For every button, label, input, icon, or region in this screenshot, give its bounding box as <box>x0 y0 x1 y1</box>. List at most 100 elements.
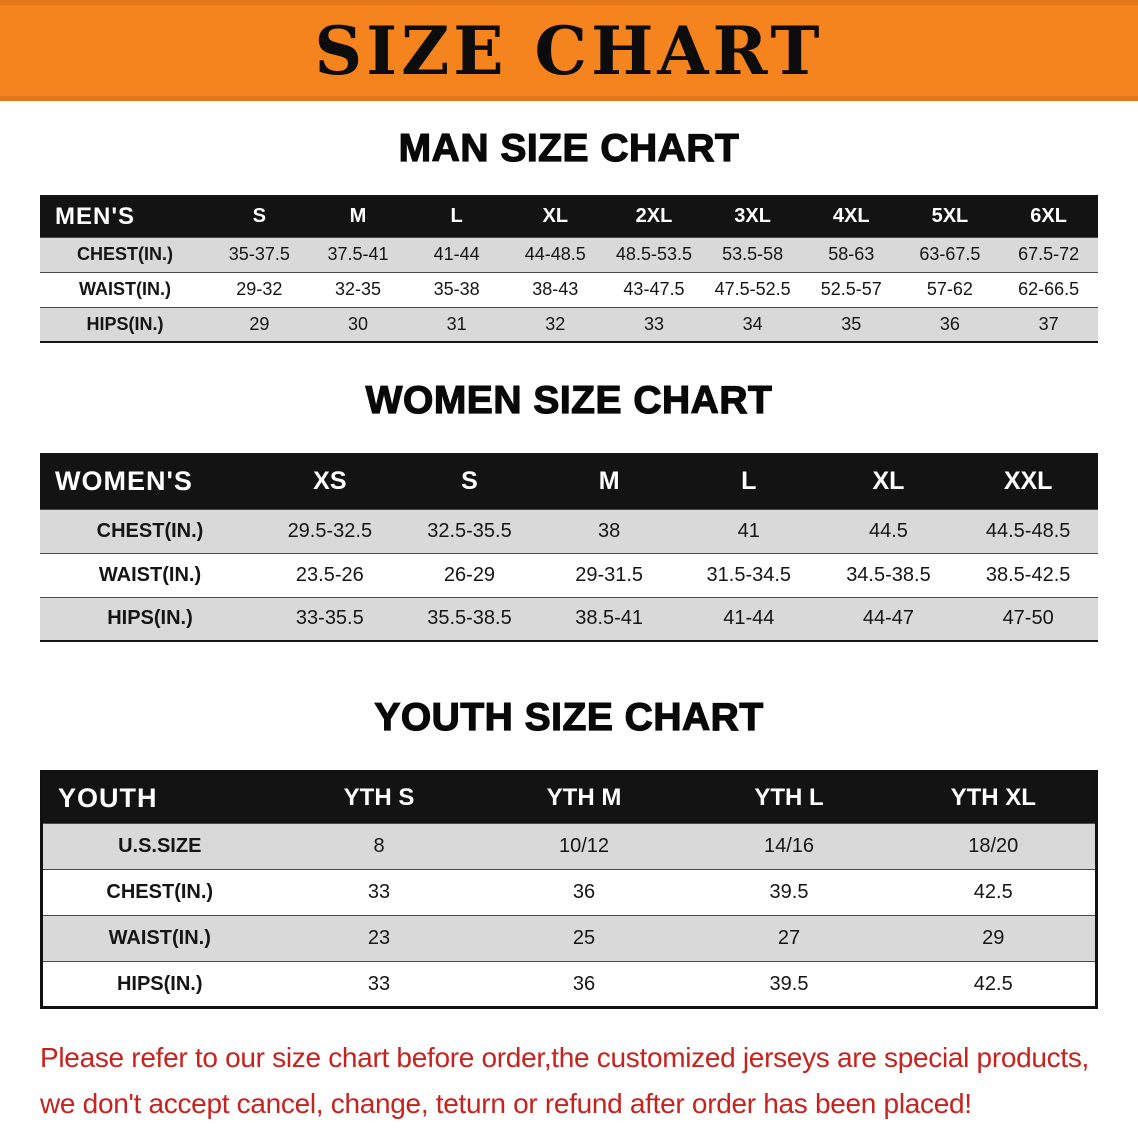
measurement-value: 36 <box>481 869 687 916</box>
measurement-value: 67.5-72 <box>999 236 1098 272</box>
measurement-row: WAIST(IN.) 23 25 27 29 <box>41 915 1097 962</box>
size-column-header: YTH XL <box>891 771 1097 824</box>
measurement-value: 38.5-41 <box>539 596 679 641</box>
measurement-value: 44-48.5 <box>505 236 605 272</box>
size-column-header: XXL <box>958 454 1098 509</box>
row-label: HIPS(IN.) <box>40 596 260 641</box>
measurement-value: 36 <box>900 306 1000 342</box>
banner-title: SIZE CHART <box>314 11 824 90</box>
measurement-value: 10/12 <box>481 823 687 870</box>
measurement-row: CHEST(IN.) 29.5-32.5 32.5-35.5 38 41 44.5 44.5… <box>40 508 1098 553</box>
measurement-value: 43-47.5 <box>604 271 704 307</box>
measurement-row: U.S.SIZE 8 10/12 14/16 18/20 <box>41 823 1097 870</box>
size-column-header: YTH M <box>481 771 687 824</box>
disclaimer: Please refer to our size chart before or… <box>40 1035 1138 1127</box>
measurement-value: 47-50 <box>958 596 1098 641</box>
size-column-header: YTH L <box>686 771 892 824</box>
measurement-value: 29 <box>891 915 1097 962</box>
measurement-row: HIPS(IN.) 33 36 39.5 42.5 <box>41 961 1097 1008</box>
measurement-value: 57-62 <box>900 271 1000 307</box>
measurement-row: HIPS(IN.) 29 30 31 32 33 34 35 36 37 <box>40 306 1098 342</box>
measurement-value: 39.5 <box>686 869 892 916</box>
size-column-header: XL <box>505 196 605 237</box>
measurement-row: WAIST(IN.) 29-32 32-35 35-38 38-43 43-47.5 47.… <box>40 271 1098 307</box>
measurement-value: 32 <box>505 306 605 342</box>
measurement-value: 29-32 <box>210 271 309 307</box>
measurement-value: 39.5 <box>686 961 892 1008</box>
measurement-value: 44.5-48.5 <box>958 508 1098 553</box>
table-women: WOMEN'S XS S M L XL XXL CHEST(IN.) 29.5-32.5 32.5… <box>40 453 1098 642</box>
measurement-value: 42.5 <box>891 869 1097 916</box>
measurement-value: 52.5-57 <box>801 271 901 307</box>
measurement-value: 53.5-58 <box>703 236 802 272</box>
measurement-value: 23.5-26 <box>260 552 400 597</box>
row-label: WAIST(IN.) <box>40 271 210 307</box>
size-column-header: XS <box>260 454 400 509</box>
measurement-value: 30 <box>308 306 408 342</box>
measurement-value: 41 <box>678 508 819 553</box>
measurement-value: 38.5-42.5 <box>958 552 1098 597</box>
size-chart-banner: SIZE CHART <box>0 0 1138 101</box>
measurement-value: 29.5-32.5 <box>260 508 400 553</box>
row-label: HIPS(IN.) <box>40 306 210 342</box>
measurement-value: 27 <box>686 915 892 962</box>
measurement-value: 37 <box>999 306 1098 342</box>
size-chart-sections: MAN SIZE CHART MEN'S S M L XL 2XL 3XL 4XL 5XL 6XL C… <box>0 126 1138 1009</box>
measurement-value: 48.5-53.5 <box>604 236 704 272</box>
size-column-header: M <box>539 454 679 509</box>
size-column-header: 3XL <box>703 196 802 237</box>
measurement-value: 34 <box>703 306 802 342</box>
size-column-header: 6XL <box>999 196 1098 237</box>
header-row-women: WOMEN'S XS S M L XL XXL <box>40 454 1098 509</box>
size-column-header: S <box>210 196 309 237</box>
size-column-header: 5XL <box>900 196 1000 237</box>
row-label: U.S.SIZE <box>41 823 277 870</box>
measurement-row: CHEST(IN.) 33 36 39.5 42.5 <box>41 869 1097 916</box>
measurement-value: 32.5-35.5 <box>399 508 540 553</box>
table-men: MEN'S S M L XL 2XL 3XL 4XL 5XL 6XL CHEST(IN.) 35-37… <box>40 195 1098 343</box>
header-row-youth: YOUTH YTH S YTH M YTH L YTH XL <box>41 771 1097 824</box>
section-men: MAN SIZE CHART MEN'S S M L XL 2XL 3XL 4XL 5XL 6XL C… <box>0 126 1138 343</box>
measurement-value: 38-43 <box>505 271 605 307</box>
measurement-value: 41-44 <box>678 596 819 641</box>
size-column-header: L <box>678 454 819 509</box>
measurement-value: 44-47 <box>818 596 959 641</box>
size-column-header: XL <box>818 454 959 509</box>
measurement-value: 41-44 <box>407 236 506 272</box>
measurement-value: 18/20 <box>891 823 1097 870</box>
row-label: HIPS(IN.) <box>41 961 277 1008</box>
heading-women: WOMEN SIZE CHART <box>365 378 773 422</box>
measurement-value: 35-37.5 <box>210 236 309 272</box>
measurement-value: 32-35 <box>308 271 408 307</box>
row-label: CHEST(IN.) <box>40 236 210 272</box>
table-youth: YOUTH YTH S YTH M YTH L YTH XL U.S.SIZE 8 10/12… <box>40 770 1098 1009</box>
measurement-value: 14/16 <box>686 823 892 870</box>
measurement-row: WAIST(IN.) 23.5-26 26-29 29-31.5 31.5-34.5 34… <box>40 552 1098 597</box>
measurement-value: 42.5 <box>891 961 1097 1008</box>
size-column-header: 2XL <box>604 196 704 237</box>
section-youth: YOUTH SIZE CHART YOUTH YTH S YTH M YTH L YTH … <box>0 695 1138 1009</box>
measurement-value: 33 <box>604 306 704 342</box>
measurement-value: 26-29 <box>399 552 540 597</box>
measurement-value: 29 <box>210 306 309 342</box>
size-column-header: M <box>308 196 408 237</box>
header-row-men: MEN'S S M L XL 2XL 3XL 4XL 5XL 6XL <box>40 196 1098 237</box>
measurement-value: 33-35.5 <box>260 596 400 641</box>
measurement-value: 33 <box>276 869 482 916</box>
measurement-value: 47.5-52.5 <box>703 271 802 307</box>
measurement-value: 38 <box>539 508 679 553</box>
measurement-value: 37.5-41 <box>308 236 408 272</box>
row-label: CHEST(IN.) <box>41 869 277 916</box>
heading-youth: YOUTH SIZE CHART <box>374 695 764 739</box>
row-label: WAIST(IN.) <box>40 552 260 597</box>
measurement-value: 36 <box>481 961 687 1008</box>
row-label: WAIST(IN.) <box>41 915 277 962</box>
measurement-value: 29-31.5 <box>539 552 679 597</box>
measurement-value: 35-38 <box>407 271 506 307</box>
table-title-youth: YOUTH <box>41 771 277 824</box>
table-title-men: MEN'S <box>40 196 210 237</box>
measurement-value: 34.5-38.5 <box>818 552 959 597</box>
measurement-value: 25 <box>481 915 687 962</box>
size-column-header: YTH S <box>276 771 482 824</box>
